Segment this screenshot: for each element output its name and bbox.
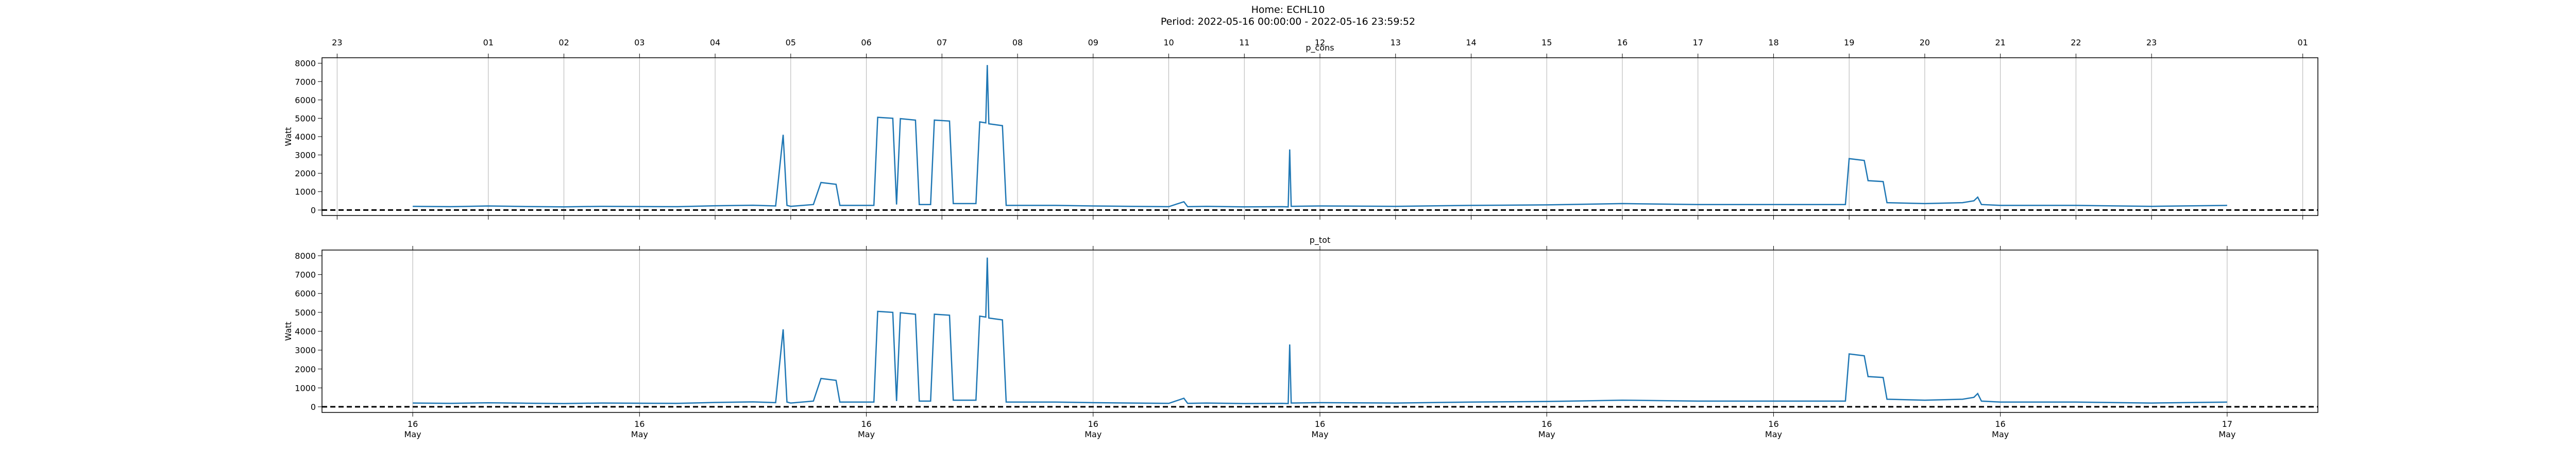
x-tick-label: 03 <box>634 38 645 47</box>
y-tick-label: 1000 <box>295 187 316 197</box>
y-tick-label: 2000 <box>295 364 316 374</box>
x-tick-label: 08 <box>1012 38 1023 47</box>
y-tick-label: 0 <box>311 402 316 412</box>
y-tick-label: 3000 <box>295 345 316 355</box>
y-axis-label: Watt <box>283 322 293 341</box>
y-tick-label: 6000 <box>295 289 316 299</box>
x-tick-label: 23 <box>332 38 342 47</box>
x-tick-label: 16 May <box>1992 419 2009 439</box>
x-tick-label: 16 May <box>1765 419 1782 439</box>
y-tick-label: 5000 <box>295 113 316 123</box>
subplot-title: p_tot <box>1310 235 1331 245</box>
data-line <box>413 257 2227 405</box>
y-axis-label: Watt <box>283 127 293 146</box>
y-tick-label: 1000 <box>295 383 316 393</box>
y-tick-label: 4000 <box>295 132 316 142</box>
x-tick-label: 11 <box>1239 38 1249 47</box>
x-tick-label: 01 <box>483 38 494 47</box>
x-tick-label: 23 <box>2146 38 2157 47</box>
y-tick-label: 8000 <box>295 59 316 69</box>
x-tick-label: 01 <box>2297 38 2308 47</box>
x-tick-label: 07 <box>937 38 947 47</box>
x-tick-label: 05 <box>786 38 796 47</box>
y-tick-label: 2000 <box>295 169 316 178</box>
x-tick-label: 16 May <box>1311 419 1328 439</box>
x-tick-label: 10 <box>1163 38 1174 47</box>
data-line <box>413 65 2227 208</box>
y-tick-label: 0 <box>311 205 316 215</box>
x-tick-label: 16 May <box>858 419 875 439</box>
y-tick-label: 5000 <box>295 308 316 318</box>
x-tick-label: 06 <box>861 38 871 47</box>
x-tick-label: 17 <box>1693 38 1703 47</box>
x-tick-label: 18 <box>1768 38 1778 47</box>
y-tick-label: 7000 <box>295 270 316 280</box>
x-tick-label: 16 May <box>1538 419 1555 439</box>
x-tick-label: 02 <box>558 38 569 47</box>
x-tick-label: 16 <box>1617 38 1628 47</box>
axes-frame <box>321 57 2318 216</box>
y-tick-label: 7000 <box>295 77 316 87</box>
x-tick-label: 16 May <box>404 419 421 439</box>
x-tick-label: 09 <box>1088 38 1098 47</box>
x-tick-label: 22 <box>2071 38 2081 47</box>
subplot-title: p_cons <box>1306 43 1334 53</box>
figure-subtitle: Period: 2022-05-16 00:00:00 - 2022-05-16… <box>1161 16 1415 27</box>
y-tick-label: 6000 <box>295 95 316 105</box>
x-tick-label: 17 May <box>2218 419 2235 439</box>
y-tick-label: 8000 <box>295 251 316 261</box>
x-tick-label: 12 <box>1315 38 1325 47</box>
x-tick-label: 21 <box>1995 38 2006 47</box>
x-tick-label: 13 <box>1391 38 1401 47</box>
x-tick-label: 14 <box>1466 38 1476 47</box>
y-tick-label: 3000 <box>295 151 316 160</box>
x-tick-label: 04 <box>710 38 720 47</box>
x-tick-label: 16 May <box>1084 419 1101 439</box>
y-tick-label: 4000 <box>295 327 316 337</box>
x-tick-label: 19 <box>1844 38 1854 47</box>
x-tick-label: 16 May <box>631 419 648 439</box>
axes-frame <box>321 250 2318 413</box>
x-tick-label: 15 <box>1541 38 1552 47</box>
figure-title: Home: ECHL10 <box>1251 4 1325 15</box>
x-tick-label: 20 <box>1920 38 1930 47</box>
